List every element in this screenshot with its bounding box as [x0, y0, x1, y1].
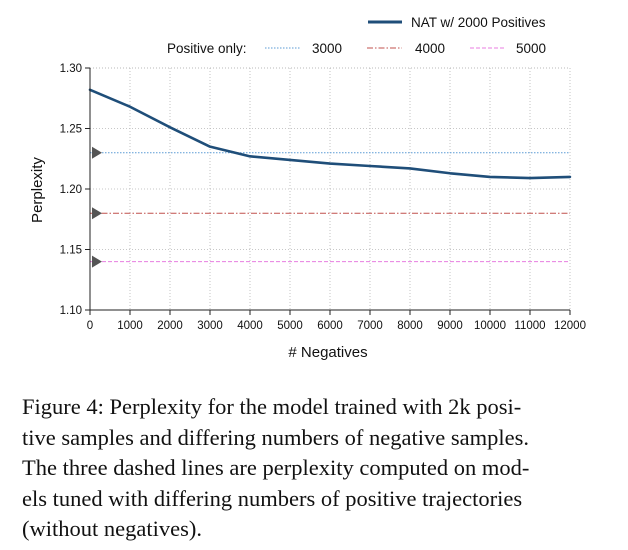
x-axis-label: # Negatives — [288, 344, 367, 361]
caption-line: tive samples and differing numbers of ne… — [22, 424, 529, 450]
reference-markers — [92, 146, 102, 268]
reference-marker-4000 — [92, 207, 102, 220]
series-layer — [88, 88, 572, 180]
x-tick-label: 2000 — [157, 320, 183, 332]
x-tick-label: 8000 — [397, 320, 423, 332]
x-tick-label: 12000 — [554, 320, 586, 332]
legend: NAT w/ 2000 Positives Positive only: 300… — [167, 15, 546, 56]
reference-marker-3000 — [92, 146, 102, 159]
reference-marker-5000 — [92, 255, 102, 268]
x-tick-label: 9000 — [437, 320, 463, 332]
x-tick-label: 4000 — [237, 320, 263, 332]
x-tick-label: 3000 — [197, 320, 223, 332]
caption-line: Figure 4: Perplexity for the model train… — [22, 394, 522, 419]
x-tick-label: 1000 — [117, 320, 143, 332]
y-tick-labels: 1.10 1.15 1.20 1.25 1.30 — [60, 63, 82, 317]
grid — [90, 67, 571, 310]
x-tick-label: 6000 — [317, 320, 343, 332]
y-tick-label: 1.10 — [60, 305, 82, 317]
legend-label-nat: NAT w/ 2000 Positives — [411, 15, 546, 30]
x-tick-label: 5000 — [277, 320, 303, 332]
x-tick-labels: 0 1000 2000 3000 4000 5000 6000 7000 8000 9000 100… — [87, 320, 586, 332]
y-tick-label: 1.15 — [60, 245, 82, 257]
series-line-nat-2000-positives — [88, 88, 572, 180]
y-tick-label: 1.30 — [60, 63, 82, 75]
x-tick-label: 11000 — [514, 320, 545, 332]
x-tick-label: 10000 — [474, 320, 506, 332]
figure-caption: Figure 4: Perplexity for the model train… — [22, 392, 612, 545]
caption-line: els tuned with differing numbers of posi… — [22, 485, 523, 511]
y-axis-label: Perplexity — [29, 157, 46, 223]
caption-line: The three dashed lines are perplexity co… — [22, 455, 530, 480]
caption-line: (without negatives). — [22, 516, 202, 541]
perplexity-chart: 0 1000 2000 3000 4000 5000 6000 7000 8000 9000 100… — [29, 15, 586, 361]
x-tick-label: 7000 — [357, 320, 383, 332]
legend-label-5000: 5000 — [516, 41, 546, 56]
legend-label-4000: 4000 — [415, 41, 445, 56]
y-tick-label: 1.25 — [60, 124, 82, 136]
legend-label-3000: 3000 — [312, 41, 342, 56]
y-tick-label: 1.20 — [60, 184, 82, 196]
x-tick-label: 0 — [87, 320, 93, 332]
legend-prefix: Positive only: — [167, 41, 247, 56]
axes — [85, 67, 571, 315]
reference-lines — [90, 152, 570, 263]
